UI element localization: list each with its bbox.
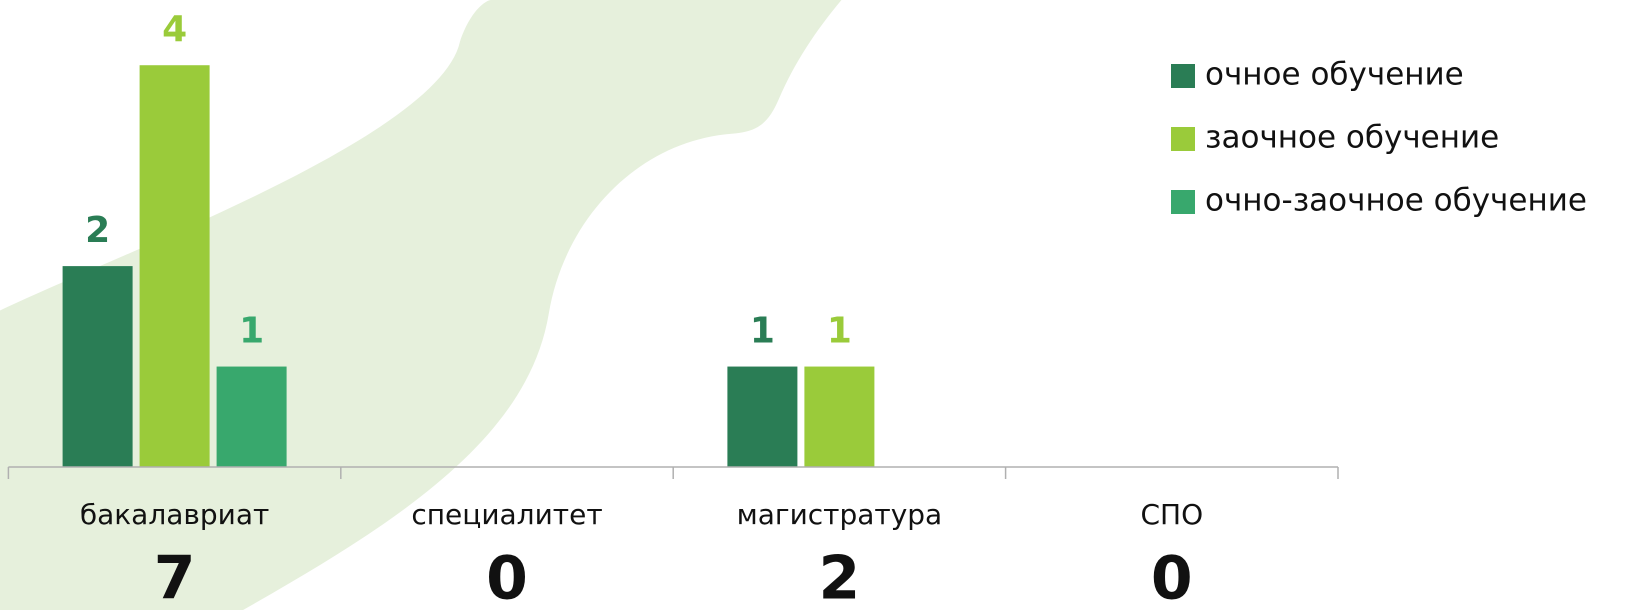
legend-swatch: [1171, 127, 1195, 151]
data-label: 2: [85, 210, 110, 251]
bar: [62, 266, 133, 467]
legend-label: очное обучение: [1205, 57, 1464, 93]
category-total: 0: [486, 544, 528, 610]
data-label: 1: [827, 311, 852, 352]
x-tick-label: бакалавриат: [80, 498, 270, 531]
category-total: 7: [154, 544, 196, 610]
data-label: 1: [239, 311, 264, 352]
category-total: 2: [819, 544, 861, 610]
x-tick-label: СПО: [1140, 498, 1203, 531]
legend-swatch: [1171, 64, 1195, 88]
legend-label: очно-заочное обучение: [1205, 183, 1587, 219]
bar: [139, 65, 210, 467]
data-label: 1: [750, 311, 775, 352]
bar: [216, 366, 287, 467]
x-tick-label: специалитет: [411, 498, 602, 531]
background-shape: [0, 0, 842, 610]
legend-label: заочное обучение: [1205, 120, 1499, 156]
legend-swatch: [1171, 190, 1195, 214]
data-label: 4: [162, 9, 187, 50]
bar: [727, 366, 798, 467]
bar: [804, 366, 875, 467]
x-tick-label: магистратура: [737, 498, 943, 531]
category-total: 0: [1151, 544, 1193, 610]
